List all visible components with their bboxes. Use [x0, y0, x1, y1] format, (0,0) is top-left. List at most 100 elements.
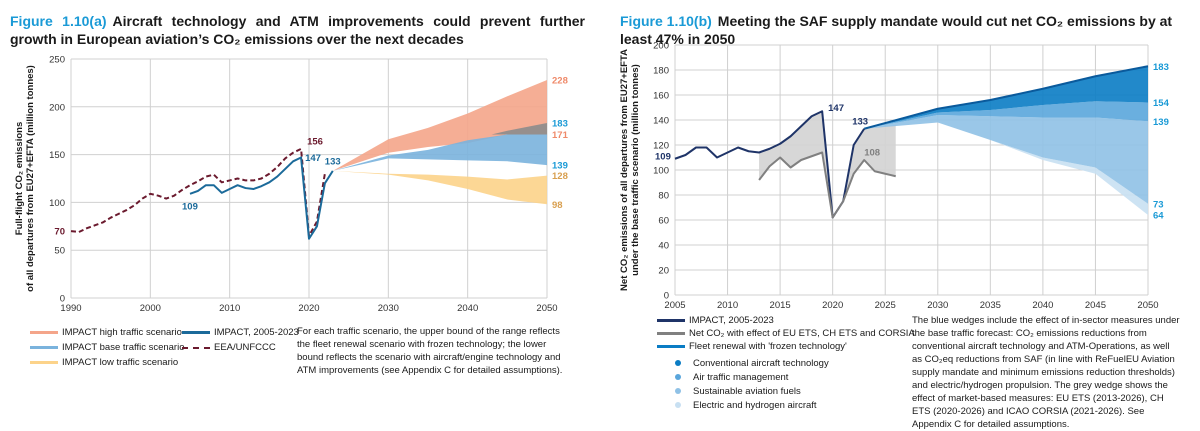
- line-fleet-renewal-with-frozen-technology: [863, 65, 1149, 130]
- legend-swatch: [675, 402, 681, 408]
- line-impact-2005-2023: [189, 156, 334, 240]
- line-net-co-with-effect-of-eu-ets-ch-ets-and-corsia: [758, 151, 896, 219]
- data-label: 98: [552, 200, 563, 211]
- legend-item-electric-and-hydrogen-aircraft: Electric and hydrogen aircraft: [657, 398, 915, 412]
- y-tick-label: 200: [49, 102, 65, 113]
- legend-item-impact-high-traffic-scenario: IMPACT high traffic scenario: [30, 325, 185, 340]
- y-tick-label: 40: [658, 241, 669, 252]
- data-label: 109: [182, 201, 198, 212]
- data-label: 64: [1153, 211, 1164, 222]
- band-impact-base-traffic-scenario: [332, 134, 547, 171]
- x-tick-label: 2010: [219, 303, 240, 314]
- figure-b-title-text: Meeting the SAF supply mandate would cut…: [620, 13, 1173, 47]
- x-tick-label: 2005: [664, 300, 685, 311]
- data-label: 109: [655, 151, 671, 162]
- x-tick-label: 2035: [980, 300, 1001, 311]
- y-axis-label: under the base traffic scenario (million…: [630, 64, 641, 276]
- data-label: 154: [1153, 98, 1170, 109]
- x-tick-label: 2030: [378, 303, 399, 314]
- legend-swatch: [675, 388, 681, 394]
- band-impact-high-traffic-scenario: [332, 80, 547, 171]
- band-electric-and-hydrogen-aircraft: [864, 122, 1148, 215]
- x-tick-label: 2050: [536, 303, 557, 314]
- data-label: 108: [864, 148, 880, 159]
- data-label: 139: [1153, 117, 1169, 128]
- data-label: 147: [828, 103, 844, 114]
- legend-swatch: [30, 331, 58, 334]
- y-tick-label: 120: [653, 141, 669, 152]
- data-label: 128: [552, 171, 568, 182]
- figure-a-legend-col1: IMPACT high traffic scenario IMPACT base …: [30, 325, 185, 370]
- legend-item-sustainable-aviation-fuels: Sustainable aviation fuels: [657, 384, 915, 398]
- figure-b-label: Figure 1.10(b): [620, 13, 712, 29]
- y-tick-label: 160: [653, 91, 669, 102]
- x-tick-label: 2020: [298, 303, 319, 314]
- legend-swatch: [657, 332, 685, 335]
- y-tick-label: 200: [653, 41, 669, 52]
- x-tick-label: 2015: [770, 300, 791, 311]
- x-tick-label: 2030: [927, 300, 948, 311]
- x-tick-label: 2020: [822, 300, 843, 311]
- y-tick-label: 80: [658, 191, 669, 202]
- figure-a-note: For each traffic scenario, the upper bou…: [297, 326, 563, 376]
- x-tick-label: 2050: [1137, 300, 1158, 311]
- legend-item-air-traffic-management: Air traffic management: [657, 370, 915, 384]
- legend-swatch: [30, 361, 58, 364]
- legend-item-conventional-aircraft-technology: Conventional aircraft technology: [657, 356, 915, 370]
- band-sustainable-aviation-fuels: [864, 115, 1148, 204]
- y-axis-label: of all departures from EU27+EFTA (millio…: [25, 65, 36, 292]
- data-label: 156: [307, 136, 323, 147]
- legend-swatch: [675, 374, 681, 380]
- legend-label: IMPACT, 2005-2023: [214, 327, 299, 338]
- figure-a-legend-col2: IMPACT, 2005-2023 EEA/UNFCCC: [182, 325, 299, 355]
- x-tick-label: 2040: [1032, 300, 1053, 311]
- x-tick-label: 1990: [60, 303, 81, 314]
- legend-label: IMPACT low traffic scenario: [62, 357, 179, 368]
- x-tick-label: 2000: [140, 303, 161, 314]
- band-frozen-tech-overlap-high-base: [491, 123, 547, 135]
- figure-a-label: Figure 1.10(a): [10, 13, 107, 29]
- legend-item-impact-base-traffic-scenario: IMPACT base traffic scenario: [30, 340, 185, 355]
- figure-b-title: Figure 1.10(b) Meeting the SAF supply man…: [620, 12, 1200, 48]
- legend-label: Sustainable aviation fuels: [693, 385, 801, 397]
- y-tick-label: 100: [49, 198, 65, 209]
- data-label: 171: [552, 130, 569, 141]
- legend-item-impact-2005-2023: IMPACT, 2005-2023: [657, 314, 915, 327]
- legend-item-eea-unfccc: EEA/UNFCCC: [182, 340, 299, 355]
- x-tick-label: 2045: [1085, 300, 1106, 311]
- legend-swatch: [657, 319, 685, 322]
- y-axis-label: Net CO₂ emissions of all departures from…: [619, 49, 630, 291]
- y-tick-label: 180: [653, 66, 669, 77]
- y-axis-label: Full-flight CO₂ emissions: [14, 122, 25, 235]
- legend-swatch: [182, 331, 210, 334]
- legend-item-impact-low-traffic-scenario: IMPACT low traffic scenario: [30, 355, 185, 370]
- figure-a-title-text: Aircraft technology and ATM improvements…: [10, 13, 585, 47]
- figure-b-panel: Figure 1.10(b) Meeting the SAF supply man…: [600, 0, 1200, 430]
- data-label: 228: [552, 76, 568, 87]
- legend-label: IMPACT, 2005-2023: [689, 315, 774, 326]
- legend-label: IMPACT base traffic scenario: [62, 342, 185, 353]
- band-impact-low-traffic-scenario: [332, 170, 547, 205]
- figure-a-chart: 0 50 100 150 200 250 1990 2000 2010 2020 2030 2040 2…: [14, 55, 569, 315]
- legend-item-net-co-with-effect-of-eu-ets-ch-ets-and-corsia: Net CO₂ with effect of EU ETS, CH ETS an…: [657, 327, 915, 340]
- y-tick-label: 20: [658, 266, 669, 277]
- legend-label: Conventional aircraft technology: [693, 357, 829, 369]
- y-tick-label: 60: [658, 216, 669, 227]
- figure-b-note: The blue wedges include the effect of in…: [912, 315, 1180, 430]
- x-tick-label: 2010: [717, 300, 738, 311]
- figure-b-legend: IMPACT, 2005-2023 Net CO₂ with effect of …: [657, 314, 915, 412]
- legend-swatch: [182, 346, 210, 349]
- x-tick-label: 2040: [457, 303, 478, 314]
- legend-item-fleet-renewal-with-frozen-technology: Fleet renewal with 'frozen technology': [657, 340, 915, 353]
- figure-a-title: Figure 1.10(a) Aircraft technology and AT…: [10, 12, 585, 48]
- y-tick-label: 140: [653, 116, 669, 127]
- legend-label: Electric and hydrogen aircraft: [693, 399, 817, 411]
- data-label: 183: [1153, 62, 1169, 73]
- legend-swatch: [675, 360, 681, 366]
- data-label: 183: [552, 119, 568, 130]
- y-tick-label: 50: [54, 246, 65, 257]
- data-label: 147: [305, 153, 321, 164]
- y-tick-label: 0: [60, 294, 65, 305]
- legend-label: Air traffic management: [693, 371, 789, 383]
